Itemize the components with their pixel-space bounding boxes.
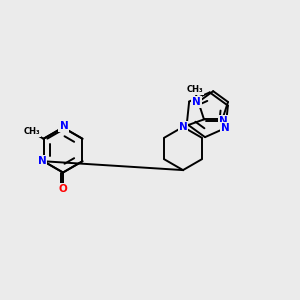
- Text: N: N: [38, 156, 46, 166]
- Text: N: N: [221, 123, 230, 133]
- Text: CH₃: CH₃: [23, 128, 40, 136]
- Text: N: N: [59, 121, 68, 131]
- Text: O: O: [58, 184, 68, 194]
- Text: CH₃: CH₃: [186, 85, 203, 94]
- Text: N: N: [193, 97, 201, 107]
- Text: N: N: [178, 122, 188, 132]
- Text: N: N: [220, 116, 228, 126]
